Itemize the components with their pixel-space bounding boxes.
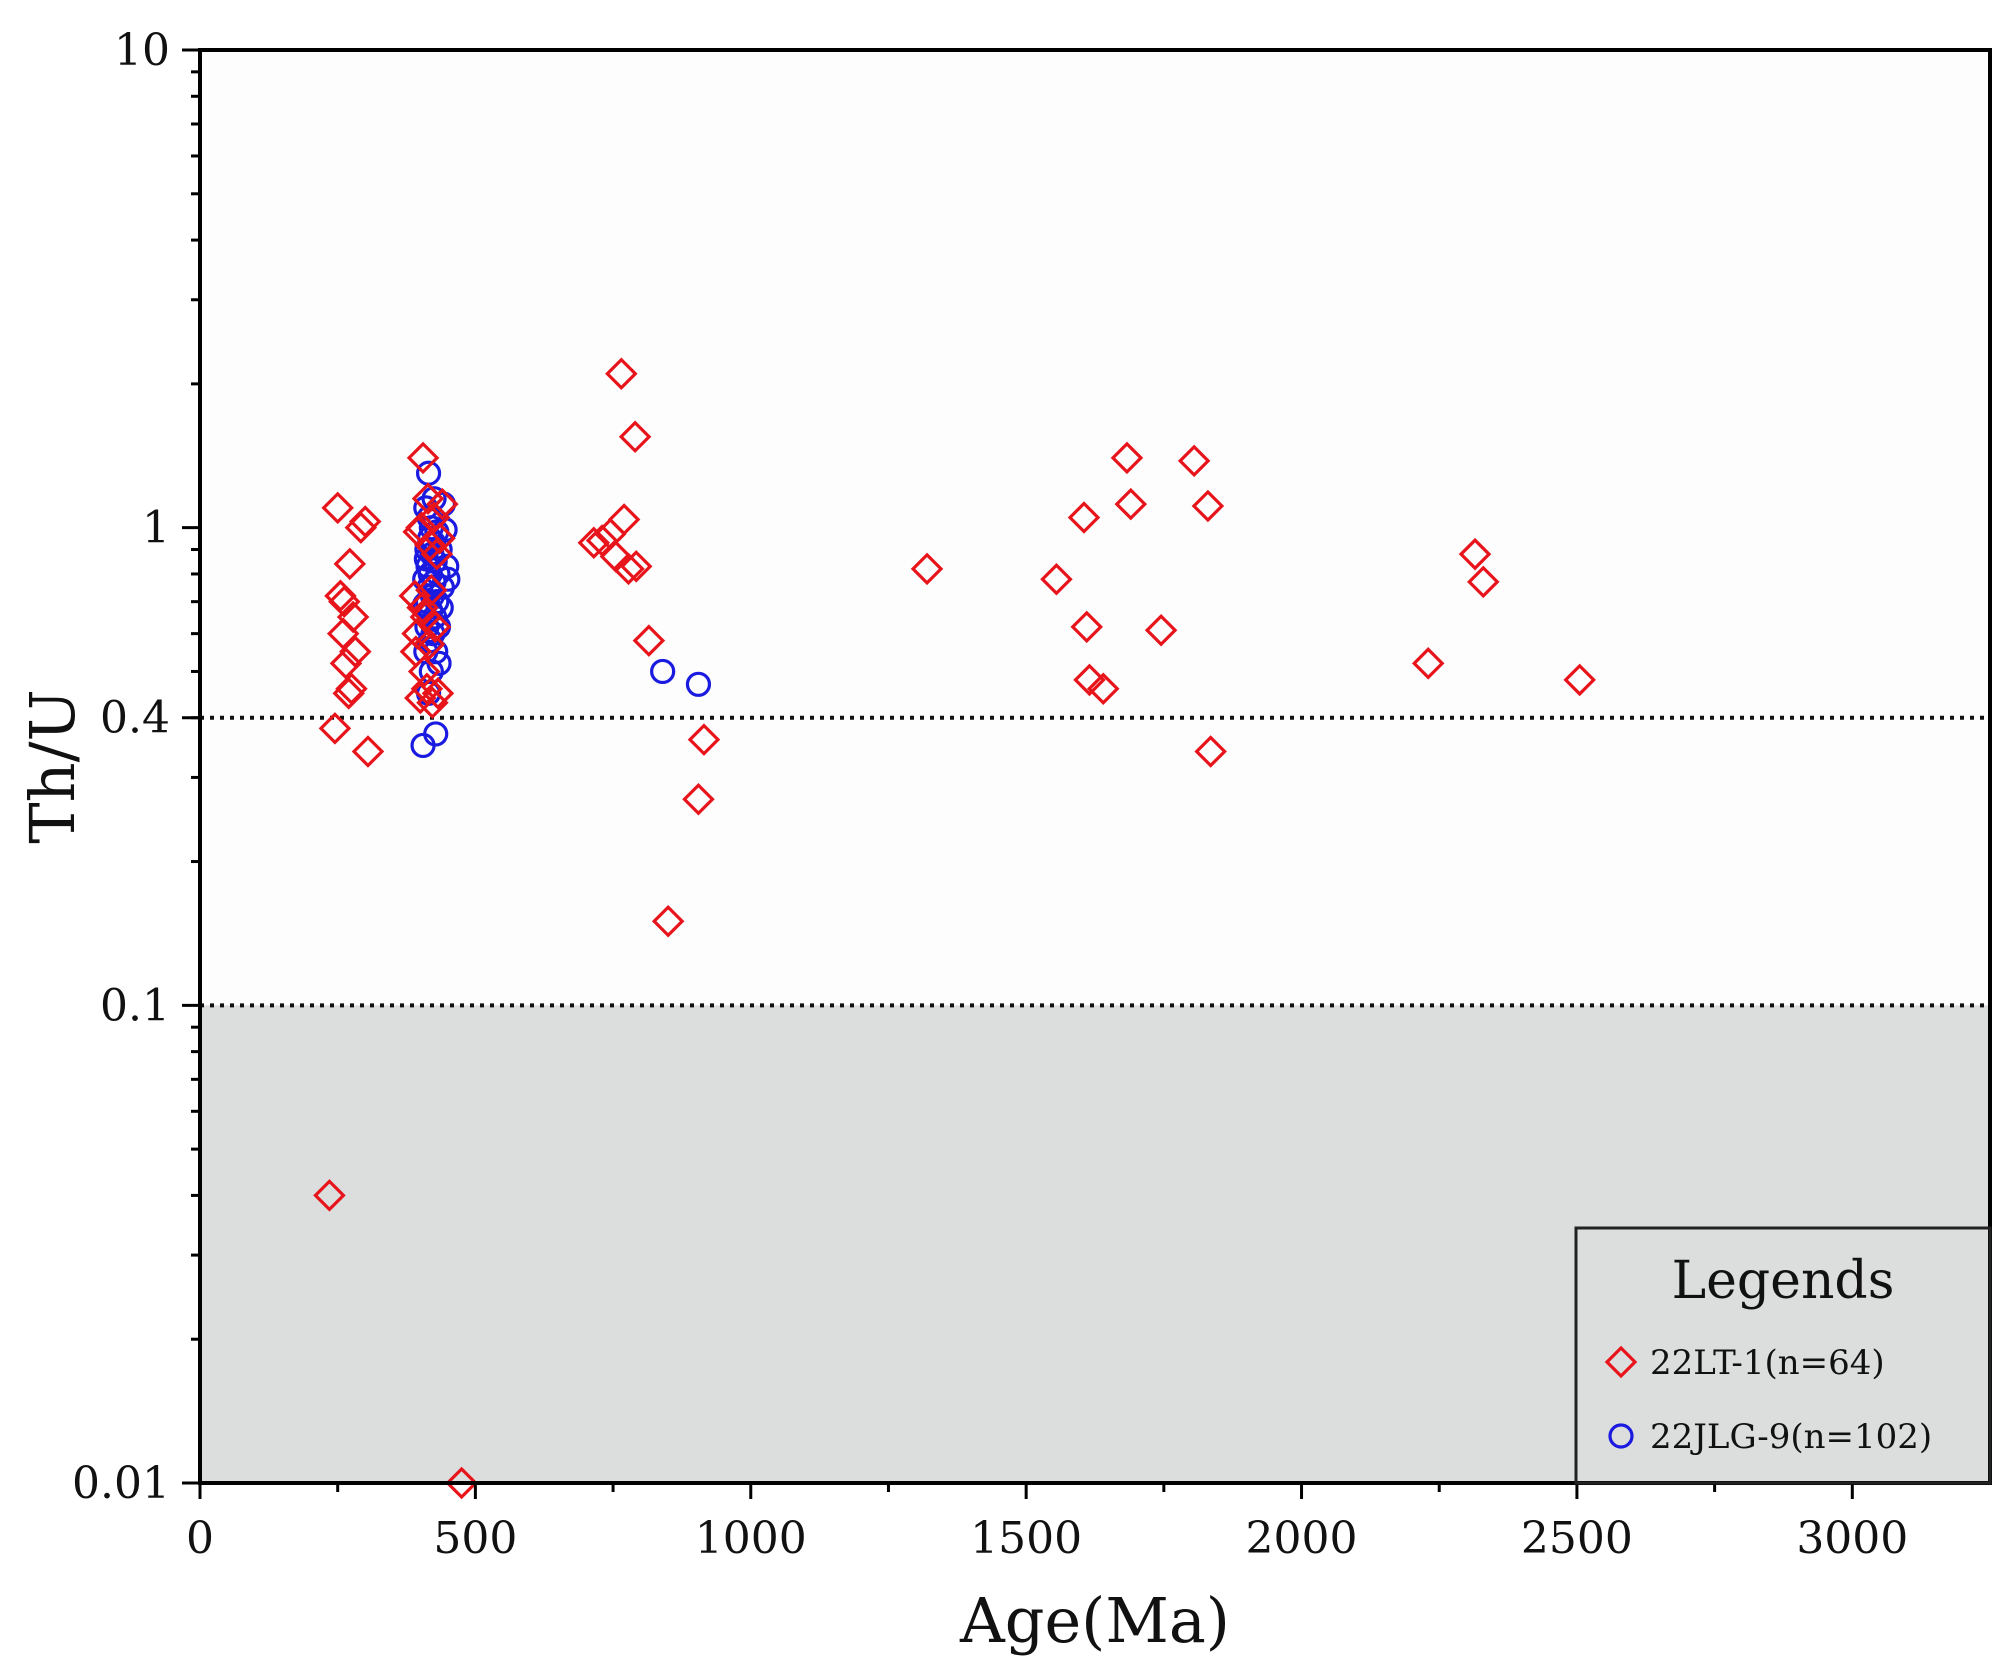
data-point-diamond xyxy=(398,579,432,613)
data-point-diamond xyxy=(335,672,368,706)
series-22LT-1(n=64) xyxy=(313,357,1596,1500)
data-point-diamond xyxy=(1040,562,1073,596)
data-point-circle xyxy=(650,658,676,685)
data-point-diamond xyxy=(1194,735,1227,768)
data-point-diamond xyxy=(1067,501,1101,534)
data-point-diamond xyxy=(333,547,367,581)
plot-frame xyxy=(198,48,1992,1485)
data-point-diamond xyxy=(618,420,652,454)
data-point-diamond xyxy=(1144,613,1178,647)
x-tick-label: 1000 xyxy=(695,1513,807,1564)
x-tick-label: 500 xyxy=(433,1513,517,1564)
data-point-circle xyxy=(423,721,449,747)
data-point-diamond xyxy=(1563,663,1596,697)
data-point-diamond xyxy=(418,610,452,644)
data-point-diamond xyxy=(1110,441,1144,475)
y-tick-label: 1 xyxy=(142,503,170,554)
data-point-diamond xyxy=(413,528,447,562)
y-axis-title: Th/U xyxy=(16,689,89,843)
legend: Legends 22LT-1(n=64) 22JLG-9(n=102) xyxy=(1574,1226,1992,1485)
data-point-diamond xyxy=(605,357,638,391)
y-tick-label: 0.4 xyxy=(100,693,170,744)
data-point-diamond xyxy=(1114,487,1148,521)
legend-marker-circle xyxy=(1608,1423,1634,1449)
data-point-diamond xyxy=(1070,610,1104,644)
data-point-diamond xyxy=(339,635,372,668)
data-point-diamond xyxy=(910,552,944,586)
data-point-diamond xyxy=(651,904,685,938)
data-point-circle xyxy=(435,566,461,592)
data-point-diamond xyxy=(318,712,352,745)
data-point-diamond xyxy=(1177,444,1211,478)
legend-label: 22LT-1(n=64) xyxy=(1650,1343,1885,1383)
data-point-diamond xyxy=(336,600,370,634)
data-point-diamond xyxy=(410,672,444,706)
legend-marker-diamond xyxy=(1604,1345,1638,1379)
data-point-diamond xyxy=(407,655,441,688)
data-point-diamond xyxy=(1467,565,1500,599)
data-point-diamond xyxy=(682,783,715,816)
data-point-diamond xyxy=(632,624,666,657)
x-tick-label: 2000 xyxy=(1246,1513,1358,1564)
data-point-diamond xyxy=(1073,663,1106,697)
data-point-diamond xyxy=(445,1466,478,1500)
x-axis-title: Age(Ma) xyxy=(959,1584,1230,1657)
data-point-diamond xyxy=(421,677,455,710)
x-tick-label: 0 xyxy=(186,1513,214,1564)
y-tick-label: 10 xyxy=(114,25,170,76)
data-point-circle xyxy=(413,546,439,572)
data-point-diamond xyxy=(329,647,363,680)
y-tick-label: 0.1 xyxy=(100,980,170,1031)
x-tick-label: 2500 xyxy=(1521,1513,1633,1564)
x-tick-label: 3000 xyxy=(1796,1513,1908,1564)
data-point-diamond xyxy=(416,686,449,720)
shaded-region-below-0.1 xyxy=(200,1005,1990,1483)
data-point-circle xyxy=(685,671,712,697)
data-point-diamond xyxy=(328,585,361,618)
data-point-diamond xyxy=(351,735,385,768)
legend-title: Legends xyxy=(1672,1251,1895,1311)
data-point-diamond xyxy=(406,441,440,475)
data-point-diamond xyxy=(1191,489,1225,523)
data-point-diamond xyxy=(426,487,459,521)
data-point-diamond xyxy=(607,503,641,536)
data-point-diamond xyxy=(420,537,454,571)
data-point-diamond xyxy=(612,552,645,586)
data-point-diamond xyxy=(577,526,611,559)
data-point-diamond xyxy=(1086,672,1120,706)
data-point-diamond xyxy=(313,1179,346,1212)
y-tick-label: 0.01 xyxy=(72,1458,170,1509)
data-point-diamond xyxy=(619,550,653,583)
data-point-diamond xyxy=(423,522,456,555)
data-point-diamond xyxy=(1458,537,1492,571)
data-point-diamond xyxy=(1411,647,1445,680)
data-point-diamond xyxy=(348,505,382,538)
data-point-diamond xyxy=(415,573,448,607)
data-point-diamond xyxy=(687,723,721,756)
legend-label: 22JLG-9(n=102) xyxy=(1650,1417,1932,1457)
data-point-diamond xyxy=(321,491,354,525)
x-tick-label: 1500 xyxy=(970,1513,1082,1564)
legend-box xyxy=(1574,1226,1992,1485)
